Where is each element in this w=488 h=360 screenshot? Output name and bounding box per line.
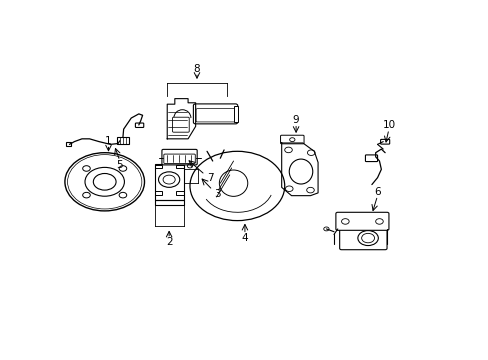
FancyBboxPatch shape (196, 109, 235, 122)
Text: 7: 7 (206, 174, 213, 184)
FancyBboxPatch shape (339, 226, 386, 250)
Text: 10: 10 (382, 120, 395, 130)
FancyBboxPatch shape (135, 123, 143, 127)
FancyBboxPatch shape (380, 139, 389, 144)
Text: 4: 4 (241, 233, 248, 243)
FancyBboxPatch shape (117, 137, 129, 144)
Text: 2: 2 (165, 237, 172, 247)
FancyBboxPatch shape (162, 149, 197, 165)
FancyBboxPatch shape (233, 106, 238, 122)
FancyBboxPatch shape (335, 212, 388, 230)
Text: 9: 9 (292, 115, 299, 125)
Ellipse shape (289, 159, 312, 184)
Text: 3: 3 (214, 189, 221, 199)
FancyBboxPatch shape (193, 104, 237, 124)
Text: 1: 1 (105, 136, 112, 146)
Text: 5: 5 (116, 160, 123, 170)
Text: 6: 6 (373, 186, 380, 197)
FancyBboxPatch shape (365, 155, 377, 162)
FancyBboxPatch shape (163, 154, 195, 163)
Text: 8: 8 (193, 64, 200, 74)
FancyBboxPatch shape (280, 135, 304, 144)
FancyBboxPatch shape (172, 117, 189, 132)
